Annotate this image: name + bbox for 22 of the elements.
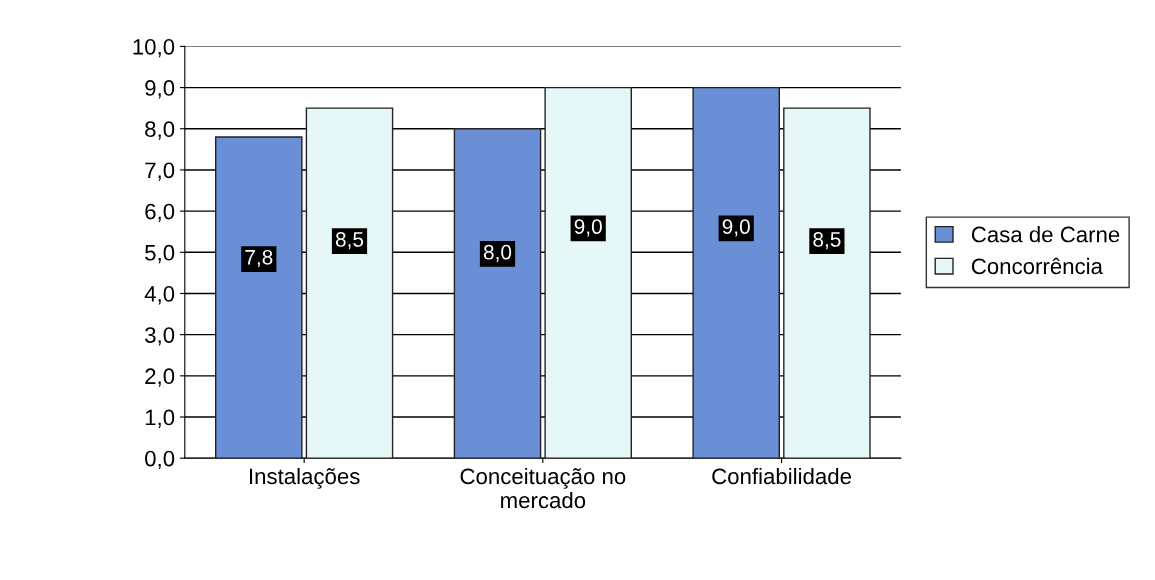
x-tick-label: Instalações — [250, 467, 360, 489]
y-tick-label: 1,0 — [145, 409, 175, 428]
y-tick-label: 0,0 — [145, 450, 175, 470]
x-tick-label: Confiabilidade — [712, 467, 851, 485]
y-tick-label: 8,0 — [145, 121, 175, 140]
data-label: 7,8 — [245, 249, 273, 268]
data-label: 8,5 — [813, 232, 841, 250]
y-tick-label: 3,0 — [145, 327, 175, 346]
y-tick-label: 4,0 — [144, 286, 175, 305]
y-tick-label: 2,0 — [145, 368, 175, 387]
data-label: 9,0 — [722, 219, 750, 237]
y-tick-label: 9,0 — [145, 80, 175, 99]
legend-label: Casa de Carne — [971, 226, 1120, 243]
data-label: 9,0 — [574, 219, 602, 237]
data-label: 8,5 — [335, 232, 364, 250]
data-label: 8,0 — [483, 244, 512, 262]
y-tick-label: 7,0 — [145, 162, 175, 181]
y-tick-label: 10,0 — [133, 38, 175, 58]
y-tick-label: 6,0 — [145, 203, 175, 223]
y-tick-label: 5,0 — [145, 244, 175, 264]
x-tick-label: Conceituação no mercado — [460, 467, 626, 509]
legend-label: Concorrência — [971, 257, 1103, 275]
